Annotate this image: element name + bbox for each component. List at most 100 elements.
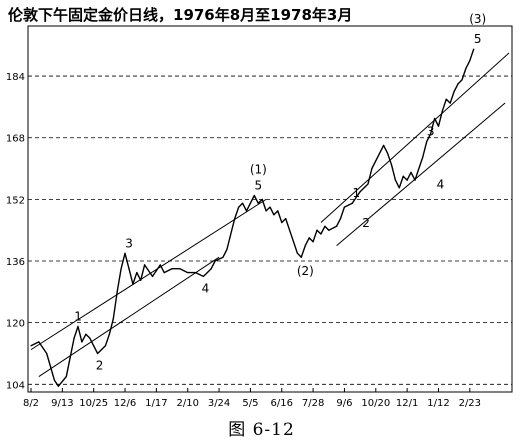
wave-label: 4	[437, 177, 445, 191]
data-point	[410, 171, 412, 173]
x-tick-label: 6/16	[271, 398, 293, 409]
data-point	[226, 248, 228, 251]
channel-line-lower	[38, 256, 220, 378]
data-point	[65, 375, 67, 378]
wave-label: (2)	[297, 264, 314, 278]
data-point	[120, 268, 122, 270]
data-point	[320, 233, 322, 235]
data-point	[151, 275, 154, 278]
data-point	[292, 241, 295, 243]
data-point	[461, 79, 463, 81]
data-point	[187, 271, 189, 274]
data-point	[336, 225, 338, 227]
series-line	[30, 48, 475, 387]
wave-label: 5	[255, 179, 263, 193]
data-point	[312, 241, 314, 243]
data-point	[304, 245, 306, 247]
x-tick-label: 2/10	[176, 398, 198, 409]
x-tick-label: 12/6	[114, 398, 136, 409]
data-point	[104, 345, 107, 347]
data-point	[300, 256, 302, 258]
data-point	[281, 221, 283, 224]
data-point	[253, 194, 255, 197]
x-tick-label: 9/13	[51, 398, 73, 409]
x-tick-label: 10/20	[361, 398, 390, 409]
data-point	[339, 218, 342, 220]
data-point	[414, 179, 416, 181]
data-point	[128, 268, 130, 270]
data-point	[277, 210, 279, 212]
data-point	[273, 214, 275, 216]
series-group	[30, 48, 475, 387]
data-point	[473, 48, 475, 50]
data-point	[285, 218, 287, 220]
x-tick-label: 10/25	[79, 398, 108, 409]
data-point	[194, 271, 197, 274]
data-point	[418, 167, 420, 170]
data-point	[426, 140, 428, 143]
data-point	[457, 83, 459, 85]
data-point	[100, 349, 103, 351]
data-point	[367, 183, 369, 185]
data-point	[116, 291, 118, 293]
data-point	[140, 279, 142, 281]
data-point	[453, 90, 455, 93]
data-point	[406, 179, 408, 181]
data-point	[163, 271, 165, 274]
data-point	[390, 164, 393, 166]
data-point	[85, 333, 87, 335]
data-point	[316, 229, 318, 231]
data-point	[159, 264, 161, 266]
data-point	[38, 341, 40, 343]
data-point	[57, 385, 60, 387]
data-point	[206, 271, 208, 274]
wave-label: 2	[96, 358, 104, 372]
data-point	[465, 67, 467, 69]
channel-line-upper	[30, 198, 267, 351]
x-tick-label: 9/6	[336, 398, 352, 409]
wave-label: 3	[427, 125, 435, 139]
trend-channels	[30, 52, 510, 378]
wave-label: (1)	[250, 163, 267, 177]
data-point	[53, 379, 56, 382]
y-tick-label: 152	[6, 195, 25, 206]
data-point	[441, 110, 443, 112]
chart-title: 伦敦下午固定金价日线，1976年8月至1978年3月	[8, 6, 353, 24]
figure-caption: 图 6-12	[228, 420, 295, 440]
data-point	[402, 175, 404, 177]
data-point	[73, 337, 75, 339]
data-point	[433, 117, 436, 120]
data-point	[202, 275, 204, 278]
data-point	[422, 156, 424, 158]
data-point	[89, 337, 91, 339]
data-point	[343, 206, 346, 208]
wave-label: 3	[125, 236, 133, 250]
wave-label: 1	[352, 186, 360, 200]
x-tick-label: 1/17	[145, 398, 167, 409]
data-point	[97, 352, 99, 355]
data-point	[383, 144, 385, 147]
data-point	[386, 152, 389, 154]
data-point	[398, 187, 400, 189]
x-tick-label: 3/24	[208, 398, 230, 409]
data-point	[93, 345, 95, 347]
plot-frame	[27, 25, 513, 393]
wave-label: 2	[362, 216, 370, 230]
data-point	[308, 237, 310, 239]
x-tick-label: 8/2	[23, 398, 39, 409]
wave-labels: 1 2 3 4 (1) 5 (2) 1 2 3 4 (3) 5	[74, 12, 486, 372]
data-point	[249, 202, 252, 204]
data-point	[241, 202, 244, 204]
data-point	[46, 352, 48, 355]
data-point	[179, 268, 181, 270]
data-point	[257, 202, 259, 204]
y-tick-label: 136	[6, 257, 25, 268]
data-point	[430, 133, 432, 135]
data-point	[359, 191, 361, 193]
data-point	[77, 325, 79, 328]
data-point	[328, 229, 330, 231]
data-point	[261, 198, 263, 200]
data-point	[296, 252, 299, 254]
